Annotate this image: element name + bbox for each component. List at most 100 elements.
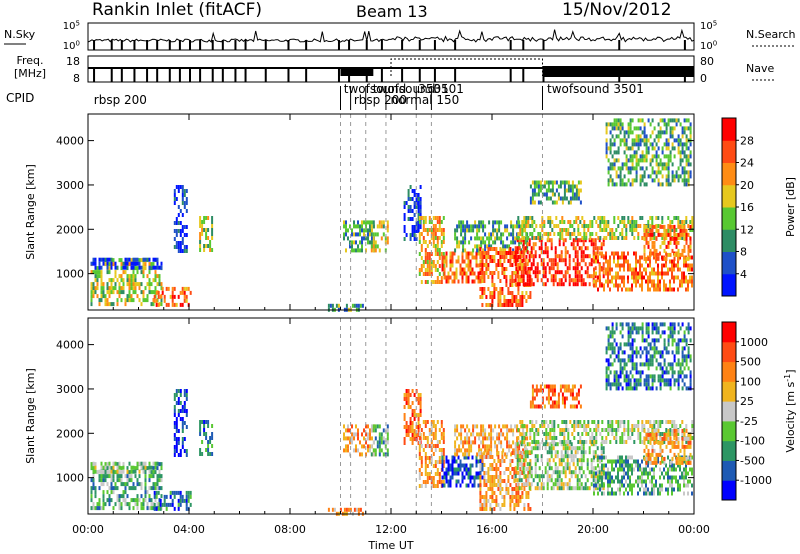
power-echo-cell (689, 248, 692, 253)
velocity-echo-cell (548, 474, 551, 479)
power-echo-cell (517, 216, 520, 220)
velocity-echo-cell (593, 483, 595, 488)
power-echo-cell (573, 192, 576, 197)
power-echo-cell (615, 182, 618, 187)
velocity-echo-cell (595, 424, 598, 428)
power-echo-cell (106, 270, 109, 275)
velocity-echo-cell (597, 475, 599, 480)
velocity-echo-cell (540, 474, 543, 479)
power-echo-cell (493, 271, 496, 275)
velocity-echo-cell (140, 465, 143, 470)
power-echo-cell (422, 236, 425, 240)
velocity-echo-cell (503, 503, 506, 507)
power-echo-cell (595, 232, 598, 236)
power-echo-cell (677, 146, 680, 151)
power-echo-cell (603, 236, 606, 240)
power-echo-cell (669, 224, 672, 229)
velocity-echo-cell (116, 486, 119, 491)
velocity-echo-cell (570, 474, 573, 479)
power-echo-cell (456, 224, 459, 229)
velocity-echo-cell (372, 424, 375, 429)
power-echo-cell (661, 146, 664, 151)
velocity-echo-cell (104, 478, 107, 483)
power-echo-cell (522, 274, 525, 279)
power-echo-cell (424, 240, 427, 244)
nsky-dropout-mark (454, 40, 457, 50)
velocity-echo-cell (90, 486, 93, 491)
power-echo-cell (639, 275, 641, 280)
velocity-echo-cell (92, 486, 95, 491)
power-echo-cell (460, 228, 463, 233)
power-echo-cell (625, 162, 628, 167)
velocity-echo-cell (501, 487, 504, 491)
power-echo-cell (112, 262, 115, 267)
velocity-echo-cell (128, 486, 131, 491)
power-echo-cell (114, 274, 117, 279)
velocity-echo-cell (104, 502, 107, 507)
velocity-echo-cell (94, 462, 97, 467)
velocity-echo-cell (669, 475, 671, 480)
velocity-echo-cell (432, 424, 435, 428)
velocity-echo-cell (629, 467, 631, 472)
power-echo-cell (140, 270, 143, 275)
velocity-echo-cell (518, 486, 521, 491)
velocity-echo-cell (521, 424, 524, 428)
power-echo-cell (205, 236, 208, 240)
velocity-echo-cell (434, 436, 437, 440)
velocity-echo-cell (367, 432, 369, 437)
power-echo-cell (627, 158, 630, 163)
velocity-echo-cell (649, 479, 651, 484)
velocity-echo-cell (597, 491, 599, 496)
power-echo-cell (503, 251, 506, 255)
power-echo-cell (689, 122, 692, 127)
power-echo-cell (570, 278, 573, 283)
power-echo-cell (657, 146, 660, 151)
power-echo-cell (607, 283, 609, 288)
power-echo-cell (106, 257, 109, 262)
velocity-echo-cell (517, 491, 520, 495)
velocity-echo-cell (488, 432, 491, 437)
velocity-echo-cell (502, 448, 505, 453)
velocity-echo-cell (637, 436, 640, 440)
power-echo-cell (548, 270, 551, 275)
velocity-echo-cell (623, 459, 625, 464)
power-echo-cell (527, 216, 530, 220)
velocity-echo-cell (413, 437, 416, 441)
velocity-echo-cell (345, 428, 347, 433)
power-echo-cell (363, 232, 365, 237)
velocity-echo-cell (570, 446, 573, 451)
velocity-echo-cell (524, 474, 527, 479)
velocity-echo-cell (515, 491, 518, 495)
power-echo-cell (689, 263, 691, 268)
power-echo-cell (649, 252, 652, 257)
power-echo-cell (596, 246, 599, 251)
power-echo-cell (657, 178, 660, 183)
power-echo-cell (605, 220, 608, 224)
power-echo-cell (509, 279, 512, 283)
power-echo-cell (181, 225, 184, 229)
velocity-echo-cell (671, 467, 673, 472)
nsky-dropout-mark (418, 40, 421, 50)
power-echo-cell (380, 224, 383, 229)
velocity-echo-cell (347, 428, 349, 433)
velocity-echo-cell (593, 420, 596, 424)
power-echo-cell (558, 270, 561, 275)
power-echo-cell (116, 265, 119, 270)
power-echo-cell (90, 282, 93, 287)
velocity-echo-cell (155, 506, 158, 511)
velocity-echo-cell (607, 487, 609, 492)
power-colorbar-swatch (722, 251, 736, 275)
velocity-echo-cell (161, 502, 164, 507)
velocity-echo-cell (645, 463, 647, 468)
power-echo-cell (158, 278, 161, 283)
velocity-echo-cell (409, 405, 412, 409)
velocity-echo-cell (480, 432, 483, 437)
velocity-echo-cell (579, 420, 582, 424)
power-echo-cell (521, 267, 524, 271)
velocity-echo-cell (587, 424, 590, 428)
power-ytick-label: 1000 (56, 268, 84, 281)
velocity-echo-cell (561, 440, 564, 444)
power-echo-cell (118, 286, 121, 291)
power-echo-cell (122, 282, 125, 287)
velocity-echo-cell (580, 450, 583, 455)
